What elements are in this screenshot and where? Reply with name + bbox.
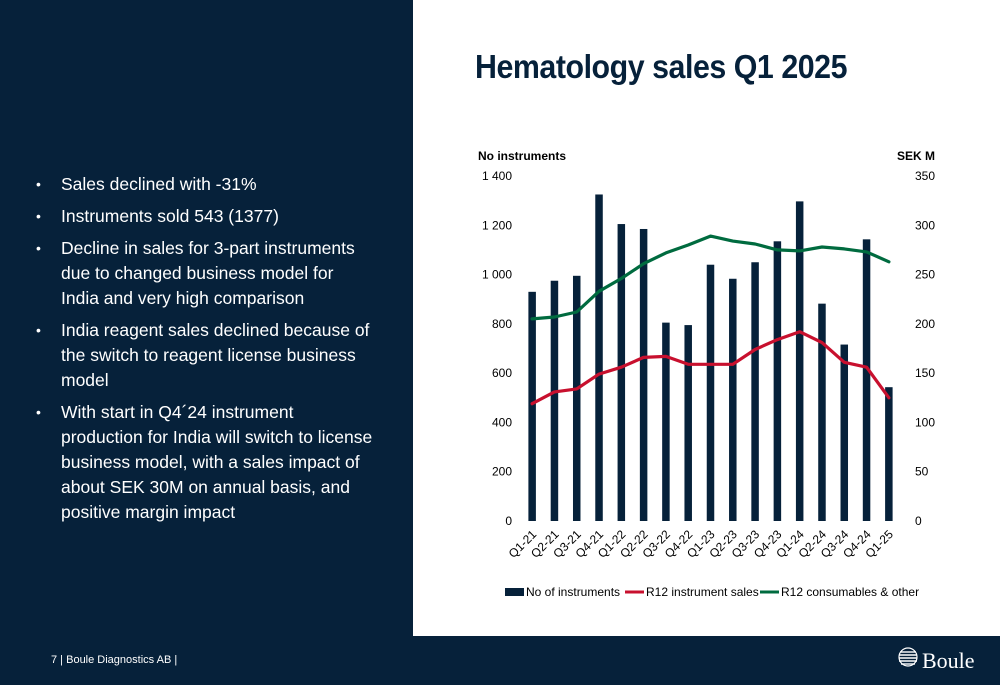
legend-label: R12 consumables & other xyxy=(781,585,919,599)
bullet-list: • Sales declined with -31% • Instruments s… xyxy=(36,172,376,532)
y-left-tick-label: 600 xyxy=(492,366,512,380)
footer-separator: | xyxy=(171,654,178,666)
y-right-tick-label: 200 xyxy=(915,317,935,331)
footer-separator: | xyxy=(57,654,67,666)
bars xyxy=(528,194,893,521)
series-line xyxy=(530,330,891,406)
bullet-text: Sales declined with -31% xyxy=(61,174,257,194)
bar xyxy=(684,325,692,521)
company-name: Boule Diagnostics AB xyxy=(66,654,172,666)
legend-label: R12 instrument sales xyxy=(646,585,759,599)
logo-icon xyxy=(898,647,918,667)
bullet-item: • With start in Q4´24 instrument producti… xyxy=(36,400,376,525)
chart-panel: Hematology sales Q1 2025 0 200 400 600 800 1 … xyxy=(413,0,1000,636)
y-right-tick-label: 250 xyxy=(915,268,935,282)
right-axis-ticks: 0 50 100 150 200 250 300 350 xyxy=(915,169,935,528)
y-left-tick-label: 400 xyxy=(492,415,512,429)
boule-logo: Boule xyxy=(898,646,975,673)
logo-text: Boule xyxy=(922,648,975,673)
bar xyxy=(885,387,893,521)
bar xyxy=(729,278,737,521)
bullet-icon: • xyxy=(36,240,41,256)
bullet-item: • Decline in sales for 3-part instruments… xyxy=(36,236,376,311)
bullet-item: • India reagent sales declined because of… xyxy=(36,318,376,393)
bullet-text: India reagent sales declined because of … xyxy=(61,320,370,390)
bar xyxy=(795,201,804,521)
bar xyxy=(528,291,536,521)
bar xyxy=(662,322,670,521)
series-line xyxy=(530,234,891,321)
footer-text: 7 | Boule Diagnostics AB | xyxy=(51,654,177,666)
y-left-tick-label: 200 xyxy=(492,465,512,479)
bar xyxy=(639,228,648,521)
y-right-tick-label: 150 xyxy=(915,366,935,380)
combo-chart: 0 200 400 600 800 1 000 1 200 1 400 0 50 100 150 20… xyxy=(478,149,935,599)
legend: No of instruments R12 instrument sales R12… xyxy=(505,585,919,599)
bar xyxy=(818,303,826,521)
bullet-item: • Sales declined with -31% xyxy=(36,172,376,197)
left-axis-label: No instruments xyxy=(478,149,566,163)
page-title: Hematology sales Q1 2025 xyxy=(475,48,848,85)
bullet-text: Decline in sales for 3-part instruments … xyxy=(61,238,355,308)
bullet-text: Instruments sold 543 (1377) xyxy=(61,206,279,226)
y-right-tick-label: 350 xyxy=(915,169,935,183)
y-right-tick-label: 50 xyxy=(915,465,929,479)
bullet-text: With start in Q4´24 instrument productio… xyxy=(61,402,373,522)
page-number: 7 xyxy=(51,654,58,666)
y-left-tick-label: 0 xyxy=(505,514,512,528)
y-right-tick-label: 100 xyxy=(915,415,935,429)
legend-swatch xyxy=(505,588,524,596)
bullet-icon: • xyxy=(36,404,41,420)
bullet-icon: • xyxy=(36,322,41,338)
bar xyxy=(862,239,871,521)
y-left-tick-label: 1 400 xyxy=(482,169,512,183)
bullet-item: • Instruments sold 543 (1377) xyxy=(36,204,376,229)
bar xyxy=(840,344,849,521)
right-axis-label: SEK M xyxy=(897,149,935,163)
bullet-icon: • xyxy=(36,208,41,224)
x-axis-ticks: Q1-21Q2-21Q3-21Q4-21Q1-22Q2-22Q3-22Q4-22… xyxy=(506,527,896,561)
y-left-tick-label: 800 xyxy=(492,317,512,331)
y-right-tick-label: 300 xyxy=(915,218,935,232)
bar xyxy=(617,224,626,521)
left-axis-ticks: 0 200 400 600 800 1 000 1 200 1 400 xyxy=(482,169,512,528)
y-left-tick-label: 1 000 xyxy=(482,268,512,282)
footer xyxy=(0,636,1000,685)
left-panel: • Sales declined with -31% • Instruments s… xyxy=(0,0,413,636)
y-right-tick-label: 0 xyxy=(915,514,922,528)
bar xyxy=(572,275,581,521)
bar xyxy=(550,280,559,521)
bullet-icon: • xyxy=(36,176,41,192)
lines xyxy=(530,234,891,406)
bar xyxy=(773,241,782,521)
bar xyxy=(706,264,715,521)
bar xyxy=(595,194,603,521)
legend-label: No of instruments xyxy=(526,585,620,599)
bar xyxy=(751,262,759,521)
y-left-tick-label: 1 200 xyxy=(482,218,512,232)
